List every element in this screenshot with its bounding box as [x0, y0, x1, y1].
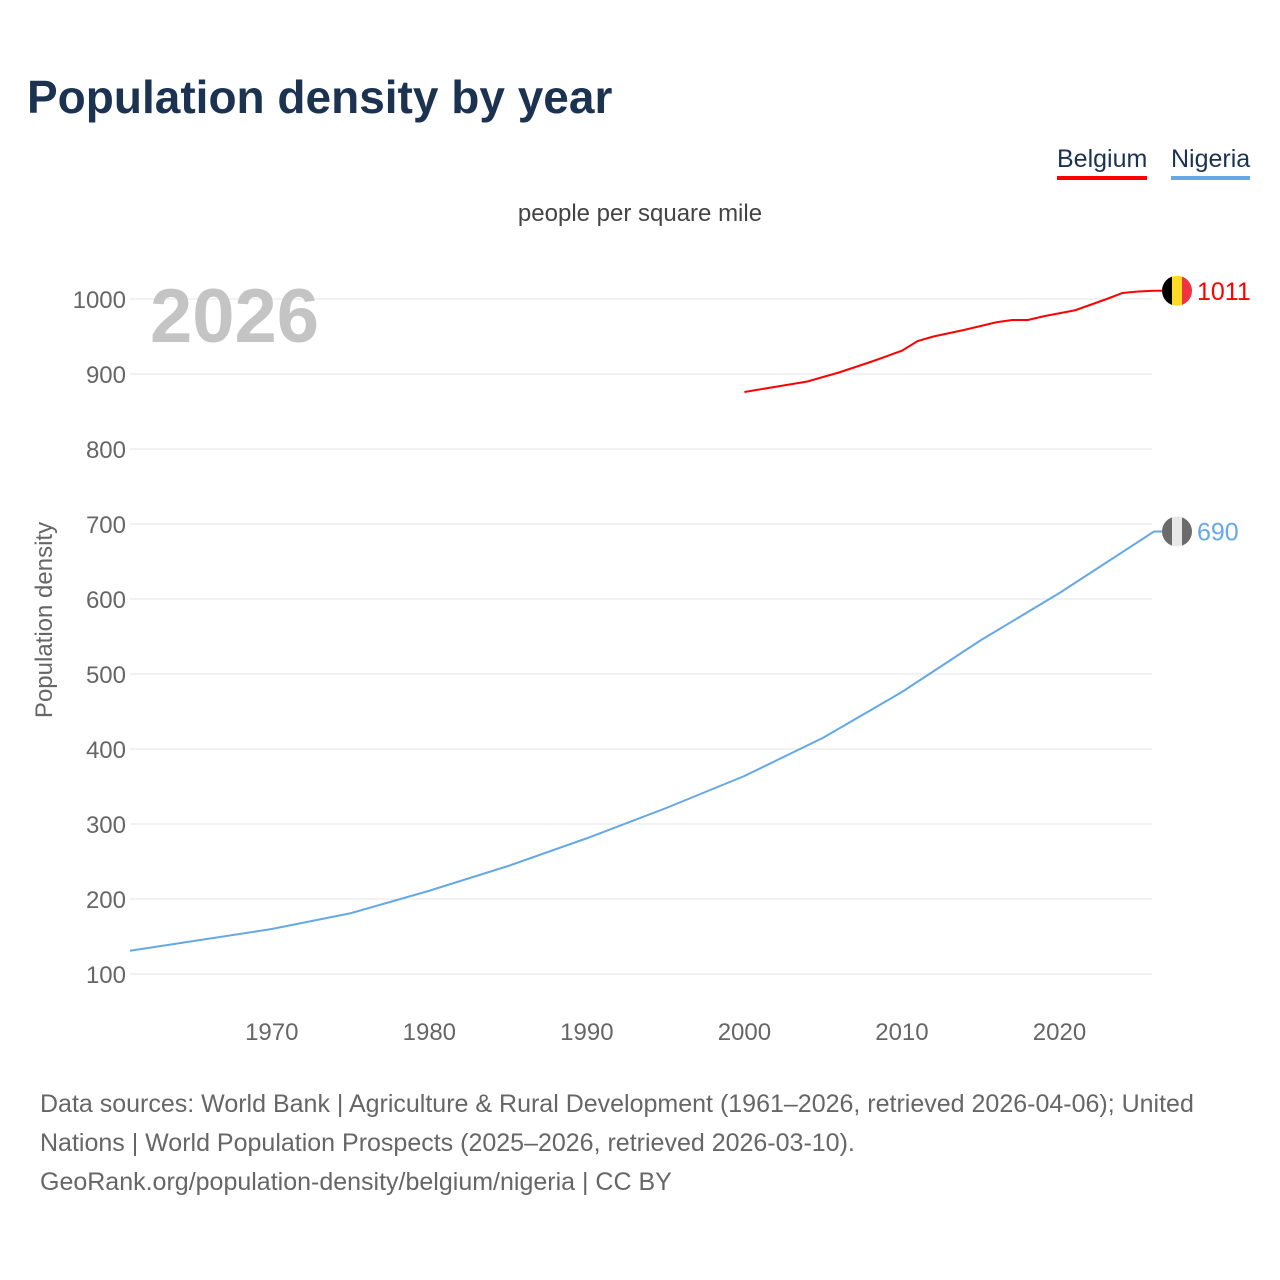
belgium-flag-icon	[1162, 275, 1192, 306]
nigeria-flag-icon	[1162, 516, 1192, 547]
data-sources: Data sources: World Bank | Agriculture &…	[40, 1090, 1194, 1157]
x-tick-label: 2020	[1033, 1019, 1086, 1046]
chart-subtitle: people per square mile	[518, 200, 762, 227]
y-tick-label: 800	[86, 437, 126, 464]
y-tick-label: 600	[86, 587, 126, 614]
x-tick-label: 1980	[403, 1019, 456, 1046]
source-link[interactable]: GeoRank.org/population-density/belgium/n…	[40, 1168, 672, 1196]
legend-nigeria[interactable]: Nigeria	[1171, 145, 1251, 180]
end-value-label-nigeria: 690	[1197, 519, 1239, 547]
y-tick-label: 1000	[73, 287, 126, 314]
y-axis-label: Population density	[31, 522, 58, 718]
x-tick-label: 1990	[560, 1019, 613, 1046]
end-value-label-belgium: 1011	[1197, 278, 1251, 306]
y-tick-label: 200	[86, 887, 126, 914]
x-tick-label: 2010	[875, 1019, 928, 1046]
footer: Data sources: World Bank | Agriculture &…	[40, 1085, 1250, 1202]
y-tick-label: 900	[86, 362, 126, 389]
y-tick-label: 500	[86, 662, 126, 689]
y-tick-label: 400	[86, 737, 126, 764]
series-line-nigeria	[129, 530, 1155, 952]
series-line-belgium	[744, 289, 1155, 393]
x-tick-label: 1970	[245, 1019, 298, 1046]
year-label: 2026	[150, 274, 319, 359]
legend-belgium[interactable]: Belgium	[1057, 145, 1148, 180]
chart-title: Population density by year	[27, 71, 613, 123]
y-tick-label: 100	[86, 962, 126, 989]
y-tick-label: 300	[86, 812, 126, 839]
y-tick-label: 700	[86, 512, 126, 539]
x-tick-label: 2000	[718, 1019, 771, 1046]
